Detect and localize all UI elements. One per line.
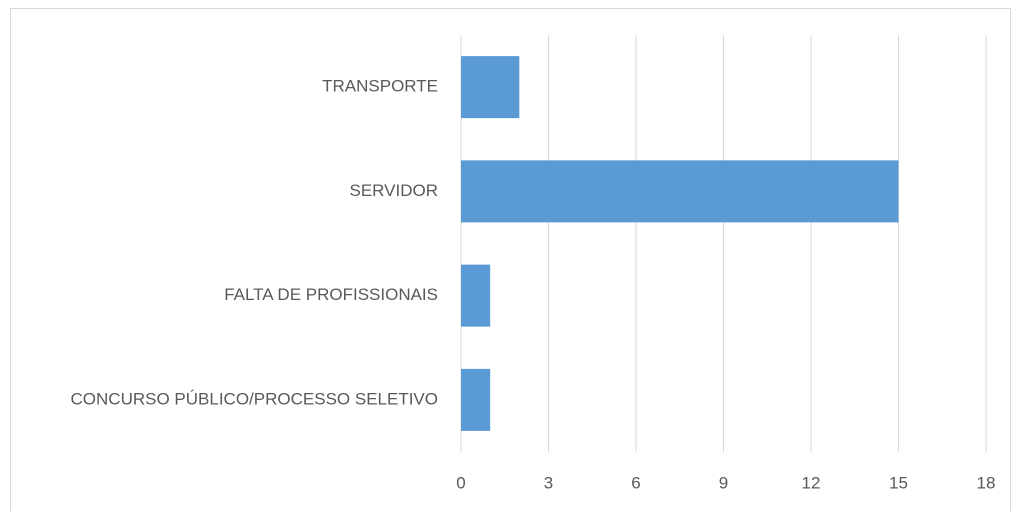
bar — [461, 160, 899, 223]
x-tick-label: 0 — [456, 473, 465, 492]
x-tick-label: 3 — [544, 473, 553, 492]
x-tick-label: 18 — [977, 473, 996, 492]
x-tick-label: 12 — [802, 473, 821, 492]
bar — [461, 264, 491, 327]
y-tick-label: CONCURSO PÚBLICO/PROCESSO SELETIVO — [71, 389, 438, 408]
x-tick-label: 9 — [719, 473, 728, 492]
x-tick-label: 6 — [631, 473, 640, 492]
x-tick-label: 15 — [889, 473, 908, 492]
y-tick-label: SERVIDOR — [350, 181, 439, 200]
y-tick-label: FALTA DE PROFISSIONAIS — [224, 285, 438, 304]
bar — [461, 368, 491, 431]
y-tick-label: TRANSPORTE — [322, 77, 438, 96]
chart-border — [10, 8, 1011, 511]
bar — [461, 56, 520, 119]
